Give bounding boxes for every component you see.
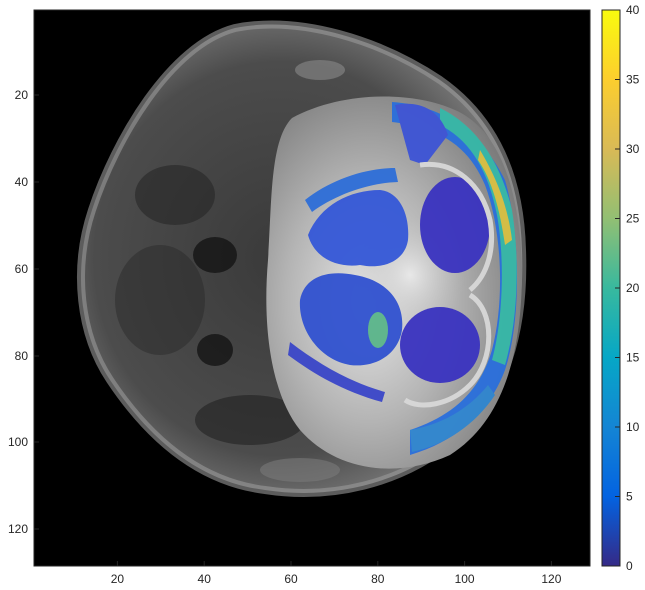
colorbar: 0 5 10 15 20 25 30 35 40 xyxy=(601,3,640,573)
heat-bottom-arc xyxy=(410,385,495,452)
tissue-shadow-4 xyxy=(115,245,205,355)
tissue-shadow-2 xyxy=(197,334,233,366)
y-axis: 20 40 60 80 100 120 xyxy=(8,88,39,536)
heat-upper-pocket xyxy=(420,177,490,273)
x-tick-label: 80 xyxy=(371,572,385,586)
colorbar-tick-label: 40 xyxy=(626,3,640,17)
y-tick-label: 80 xyxy=(15,349,29,363)
y-tick-label: 60 xyxy=(15,262,29,276)
heat-left-upper-band xyxy=(305,168,398,212)
x-tick-label: 60 xyxy=(284,572,298,586)
colorbar-tick-label: 0 xyxy=(626,559,633,573)
mri-slice xyxy=(77,20,527,497)
heatmap-overlay xyxy=(288,102,518,455)
colorbar-tick-label: 35 xyxy=(626,73,640,87)
x-axis: 20 40 60 80 100 120 xyxy=(111,561,562,586)
x-tick-label: 20 xyxy=(111,572,125,586)
colorbar-tick-label: 15 xyxy=(626,351,640,365)
colorbar-ticks xyxy=(615,9,620,567)
x-tick-label: 120 xyxy=(541,572,561,586)
heat-hotspot xyxy=(478,150,512,245)
x-tick-label: 40 xyxy=(198,572,212,586)
colorbar-tick-label: 25 xyxy=(626,212,640,226)
y-tick-label: 20 xyxy=(15,88,29,102)
heat-upper-lobe xyxy=(395,103,448,165)
colorbar-tick-label: 10 xyxy=(626,420,640,434)
y-tick-label: 120 xyxy=(8,522,28,536)
heat-left-bottom-band xyxy=(288,342,385,402)
colorbar-tick-label: 20 xyxy=(626,281,640,295)
y-tick-label: 40 xyxy=(15,175,29,189)
heat-left-spot xyxy=(368,312,388,348)
y-tick-label: 100 xyxy=(8,435,28,449)
lens-band-lower xyxy=(403,292,492,408)
tissue-shadow-3 xyxy=(135,165,215,225)
colorbar-tick-label: 30 xyxy=(626,142,640,156)
heat-outer-arc-hot xyxy=(440,108,517,365)
x-tick-label: 100 xyxy=(455,572,475,586)
tissue-shadow-1 xyxy=(193,237,237,273)
tissue-bright-2 xyxy=(295,60,345,80)
heat-left-upper xyxy=(308,190,409,267)
tissue-shadow-5 xyxy=(195,395,305,445)
image-axes: 20 40 60 80 100 120 20 40 60 80 100 120 xyxy=(8,9,591,586)
colorbar-tick-label: 5 xyxy=(626,490,633,504)
heat-lower-pocket xyxy=(400,307,480,383)
tissue-bright-1 xyxy=(260,458,340,482)
lens-band-upper xyxy=(419,161,495,292)
image-axes-frame xyxy=(33,9,591,567)
